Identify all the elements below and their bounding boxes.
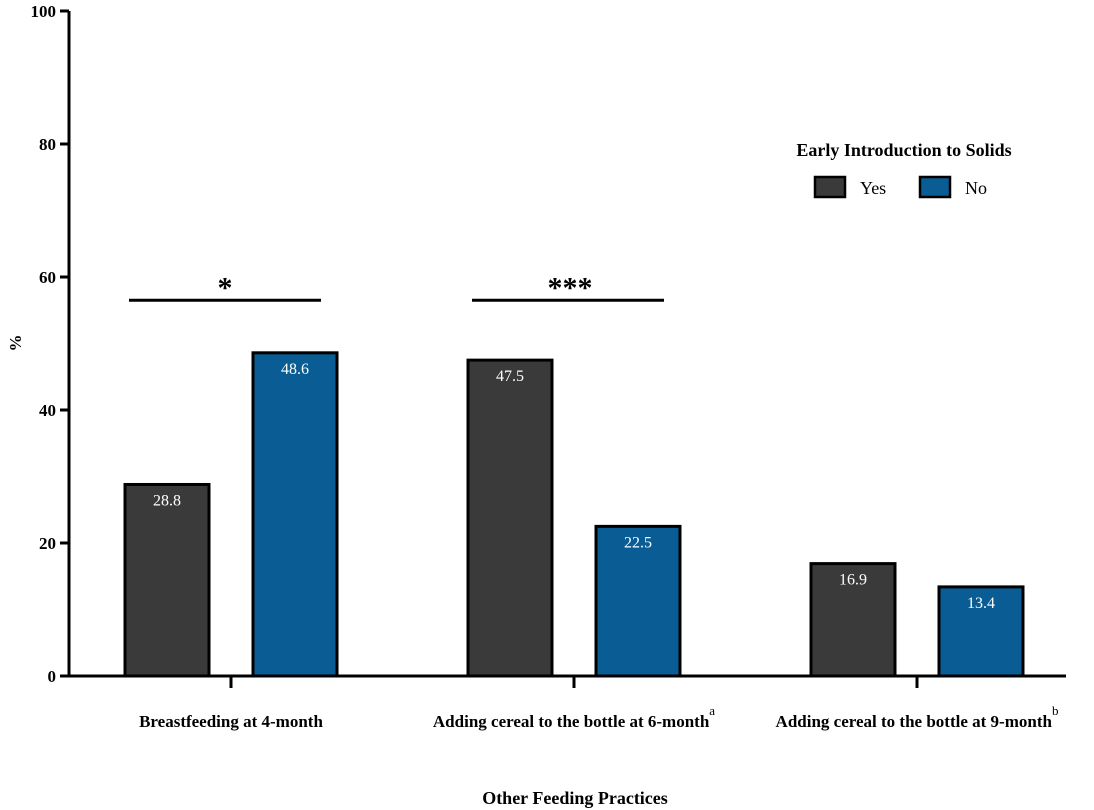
bar-value-label: 16.9 — [839, 572, 867, 589]
bars: 28.8 47.5 16.9 48.6 22.5 13.4 — [123, 351, 1025, 678]
x-tick-label: Adding cereal to the bottle at 9-monthb — [776, 703, 1059, 731]
bar-value-label: 22.5 — [624, 534, 652, 551]
x-axis-title: Other Feeding Practices — [482, 788, 668, 808]
bar-value-label: 28.8 — [153, 492, 181, 509]
x-tick-label: Adding cereal to the bottle at 6-montha — [433, 703, 715, 731]
x-tick-label: Breastfeeding at 4-month — [139, 712, 323, 731]
y-tick-label: 80 — [39, 135, 56, 154]
significance-marker: *** — [548, 271, 593, 304]
significance-annotations: * *** — [129, 271, 664, 304]
bar-no — [594, 524, 682, 678]
y-tick-label: 40 — [39, 401, 56, 420]
x-tick-superscript: a — [709, 703, 715, 718]
bar-value-label: 47.5 — [496, 368, 524, 385]
y-axis-title: % — [6, 335, 25, 352]
y-tick-label: 20 — [39, 534, 56, 553]
bar-value-label: 48.6 — [281, 361, 309, 378]
x-tick-superscript: b — [1052, 703, 1059, 718]
bar-no — [937, 585, 1025, 678]
y-tick-label: 60 — [39, 268, 56, 287]
bar-yes — [123, 482, 211, 678]
significance-marker: * — [218, 271, 233, 304]
legend: Early Introduction to Solids Yes No — [796, 140, 1012, 199]
bar-value-label: 13.4 — [967, 595, 995, 612]
bar-no — [251, 351, 339, 678]
y-tick-label: 0 — [48, 667, 57, 686]
bar-yes — [466, 358, 554, 678]
legend-title: Early Introduction to Solids — [796, 140, 1011, 160]
legend-swatch-yes — [813, 175, 847, 199]
legend-label-no: No — [965, 178, 987, 198]
x-axis: Breastfeeding at 4-month Adding cereal to… — [68, 674, 1066, 731]
y-axis: 0 20 40 60 80 100 — [31, 2, 71, 686]
y-tick-label: 100 — [31, 2, 57, 21]
legend-label-yes: Yes — [860, 178, 886, 198]
legend-swatch-no — [918, 175, 952, 199]
